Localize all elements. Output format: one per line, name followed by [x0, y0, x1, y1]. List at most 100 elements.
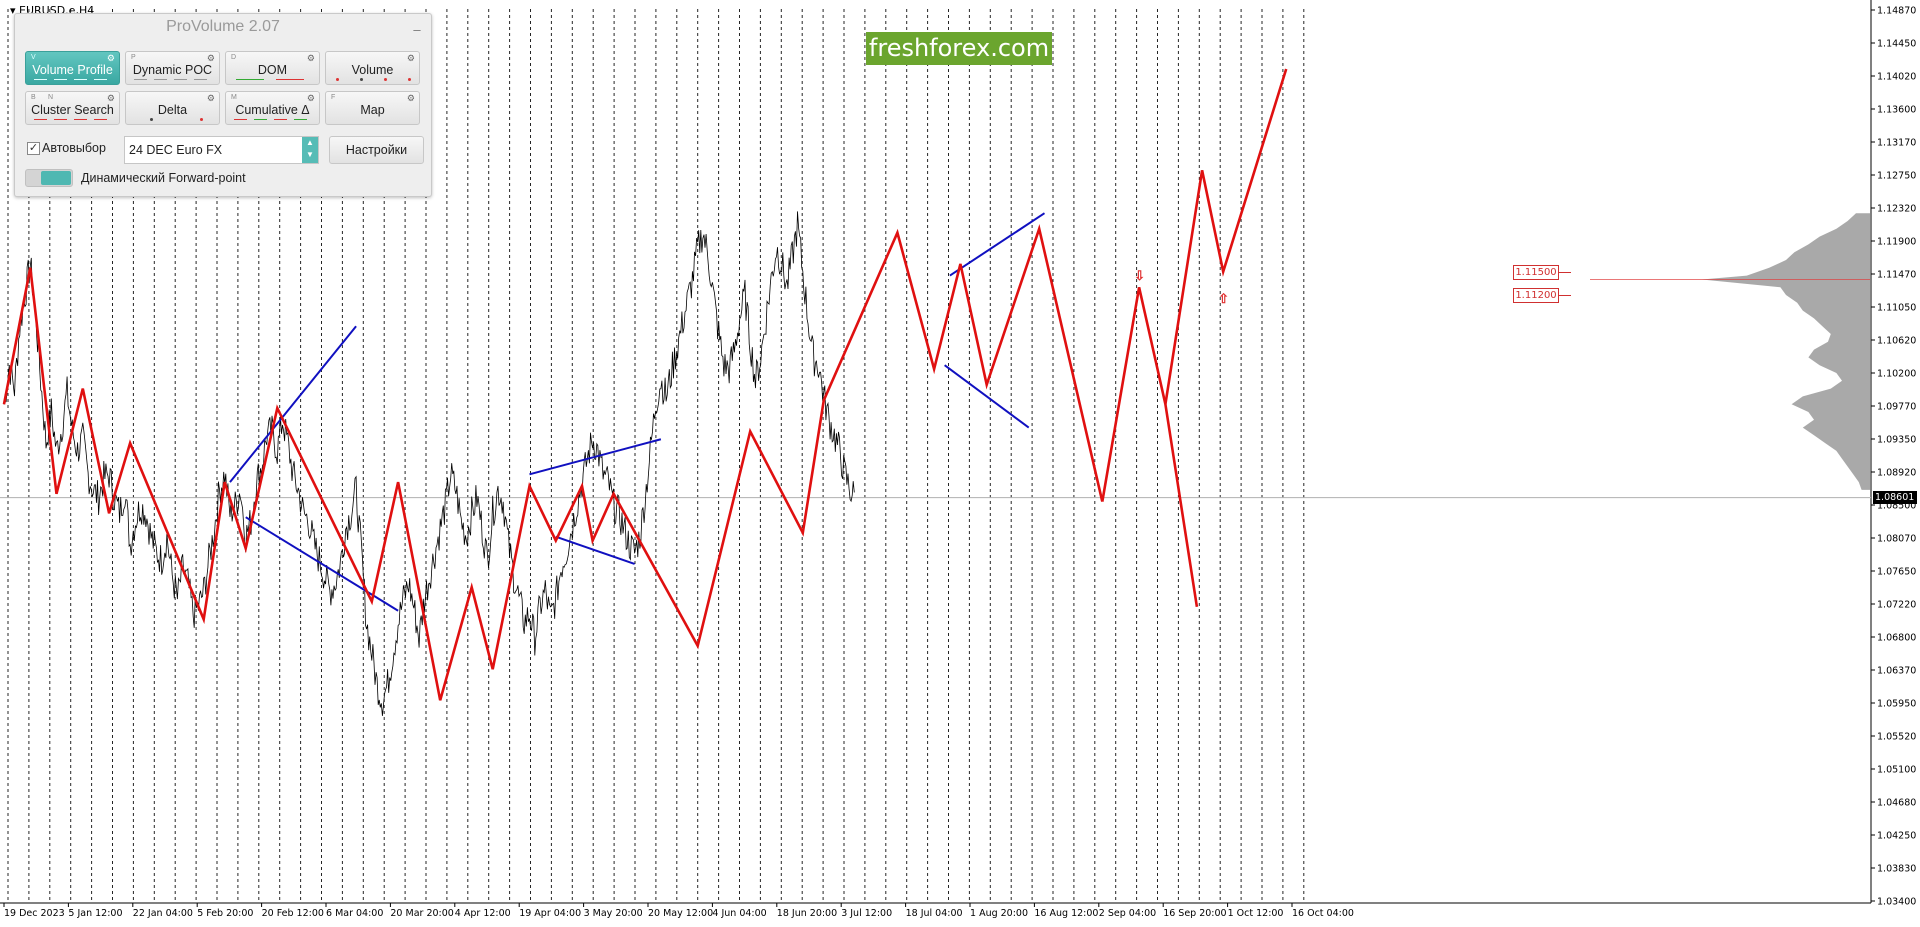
gear-icon[interactable]: ⚙ — [106, 93, 115, 103]
down-arrow-icon: ⇩ — [1134, 267, 1145, 283]
price-tick-label: 1.07650 — [1877, 567, 1916, 578]
price-tick-label: 1.07220 — [1877, 600, 1916, 611]
button-label: Volume — [351, 63, 394, 77]
gear-icon[interactable]: ⚙ — [306, 93, 315, 103]
time-tick-label: 4 Jun 04:00 — [712, 908, 766, 919]
hotkey-label-2: N — [48, 94, 54, 101]
price-tick-label: 1.10620 — [1877, 336, 1916, 347]
price-tick-label: 1.03830 — [1877, 864, 1916, 875]
price-tick-label: 1.05100 — [1877, 765, 1916, 776]
price-tick-label: 1.05520 — [1877, 732, 1916, 743]
minimize-icon[interactable]: – — [413, 22, 421, 37]
hotkey-label: B — [31, 94, 36, 101]
time-tick-label: 22 Jan 04:00 — [133, 908, 193, 919]
price-tick-label: 1.09350 — [1877, 435, 1916, 446]
price-tick-label: 1.11900 — [1877, 237, 1916, 248]
level-label[interactable]: 1.11200 — [1513, 288, 1559, 304]
trendline — [949, 212, 1046, 277]
time-tick-label: 20 May 12:00 — [648, 908, 713, 919]
price-tick-label: 1.05950 — [1877, 699, 1916, 710]
price-tick-label: 1.14450 — [1877, 39, 1916, 50]
brand-banner: freshforex.com — [866, 32, 1052, 65]
time-tick-label: 19 Dec 2023 — [4, 908, 65, 919]
gear-icon[interactable]: ⚙ — [206, 93, 215, 103]
price-tick-label: 1.11050 — [1877, 303, 1916, 314]
spinner-arrows-icon[interactable]: ▲ ▼ — [302, 137, 318, 163]
volume-button[interactable]: ⚙ Volume — [325, 51, 420, 85]
trendline — [944, 364, 1030, 429]
time-tick-label: 18 Jun 20:00 — [777, 908, 837, 919]
time-tick-label: 3 May 20:00 — [584, 908, 643, 919]
auto-select-label: Автовыбор — [42, 141, 106, 155]
price-tick-label: 1.12320 — [1877, 204, 1916, 215]
time-tick-label: 20 Mar 20:00 — [390, 908, 453, 919]
button-label: DOM — [257, 63, 288, 77]
time-tick-label: 5 Feb 20:00 — [197, 908, 253, 919]
time-tick-label: 1 Oct 12:00 — [1228, 908, 1284, 919]
forecast-line — [1164, 68, 1288, 405]
price-tick-label: 1.14870 — [1877, 6, 1916, 17]
provolume-panel[interactable]: ProVolume 2.07 – V ⚙ Volume Profile P ⚙ … — [14, 13, 432, 197]
cumulative-delta-button[interactable]: M ⚙ Cumulative Δ — [225, 91, 320, 125]
dynamic-poc-button[interactable]: P ⚙ Dynamic POC — [125, 51, 220, 85]
time-tick-label: 3 Jul 12:00 — [841, 908, 892, 919]
price-tick-label: 1.03400 — [1877, 897, 1916, 908]
time-tick-label: 5 Jan 12:00 — [68, 908, 122, 919]
price-line — [3, 211, 855, 716]
price-tick-label: 1.08920 — [1877, 468, 1916, 479]
level-tick — [1559, 295, 1571, 297]
gear-icon[interactable]: ⚙ — [406, 53, 415, 63]
time-tick-label: 16 Sep 20:00 — [1163, 908, 1226, 919]
price-tick-label: 1.04680 — [1877, 798, 1916, 809]
level-tick — [1559, 271, 1571, 273]
time-tick-label: 6 Mar 04:00 — [326, 908, 383, 919]
volume-profile-button[interactable]: V ⚙ Volume Profile — [25, 51, 120, 85]
chart-menu-icon[interactable]: ▾ — [10, 4, 16, 17]
level-label[interactable]: 1.11500 — [1513, 264, 1559, 280]
settings-button[interactable]: Настройки — [329, 136, 424, 164]
button-label: Map — [360, 103, 385, 117]
time-tick-label: 20 Feb 12:00 — [262, 908, 324, 919]
hotkey-label: D — [231, 54, 237, 61]
map-button[interactable]: F ⚙ Map — [325, 91, 420, 125]
trendline — [555, 535, 635, 565]
panel-title: ProVolume 2.07 — [166, 18, 280, 35]
gear-icon[interactable]: ⚙ — [206, 53, 215, 63]
delta-button[interactable]: ⚙ Delta — [125, 91, 220, 125]
hotkey-label: P — [131, 54, 136, 61]
time-tick-label: 1 Aug 20:00 — [970, 908, 1028, 919]
current-price-label: 1.08601 — [1873, 490, 1917, 504]
up-arrow-icon: ⇧ — [1218, 290, 1230, 306]
gear-icon[interactable]: ⚙ — [306, 53, 315, 63]
hotkey-label: F — [331, 94, 336, 101]
price-tick-label: 1.11470 — [1877, 270, 1916, 281]
time-tick-label: 16 Oct 04:00 — [1292, 908, 1354, 919]
hotkey-label: M — [231, 94, 237, 101]
price-tick-label: 1.10200 — [1877, 369, 1916, 380]
time-tick-label: 4 Apr 12:00 — [455, 908, 511, 919]
forecast-line — [1101, 287, 1199, 607]
price-tick-label: 1.14020 — [1877, 72, 1916, 83]
gear-icon[interactable]: ⚙ — [106, 53, 115, 63]
auto-select-checkbox[interactable]: ✓ — [27, 142, 40, 155]
price-tick-label: 1.08500 — [1877, 501, 1916, 512]
cluster-search-button[interactable]: B N ⚙ Cluster Search — [25, 91, 120, 125]
price-tick-label: 1.13170 — [1877, 138, 1916, 149]
trendline — [529, 438, 662, 476]
price-tick-label: 1.06800 — [1877, 633, 1916, 644]
toggle-knob — [41, 171, 71, 185]
button-label: Dynamic POC — [132, 63, 213, 77]
dom-button[interactable]: D ⚙ DOM — [225, 51, 320, 85]
forward-point-toggle[interactable] — [25, 169, 73, 187]
button-label: Cluster Search — [31, 103, 114, 117]
button-label: Cumulative Δ — [235, 103, 310, 117]
gear-icon[interactable]: ⚙ — [406, 93, 415, 103]
time-tick-label: 18 Jul 04:00 — [906, 908, 963, 919]
hotkey-label: V — [31, 54, 36, 61]
button-label: Delta — [157, 103, 188, 117]
price-tick-label: 1.04250 — [1877, 831, 1916, 842]
volume-profile — [1702, 213, 1870, 490]
instrument-select[interactable]: 24 DEC Euro FX ▲ ▼ — [124, 136, 319, 164]
